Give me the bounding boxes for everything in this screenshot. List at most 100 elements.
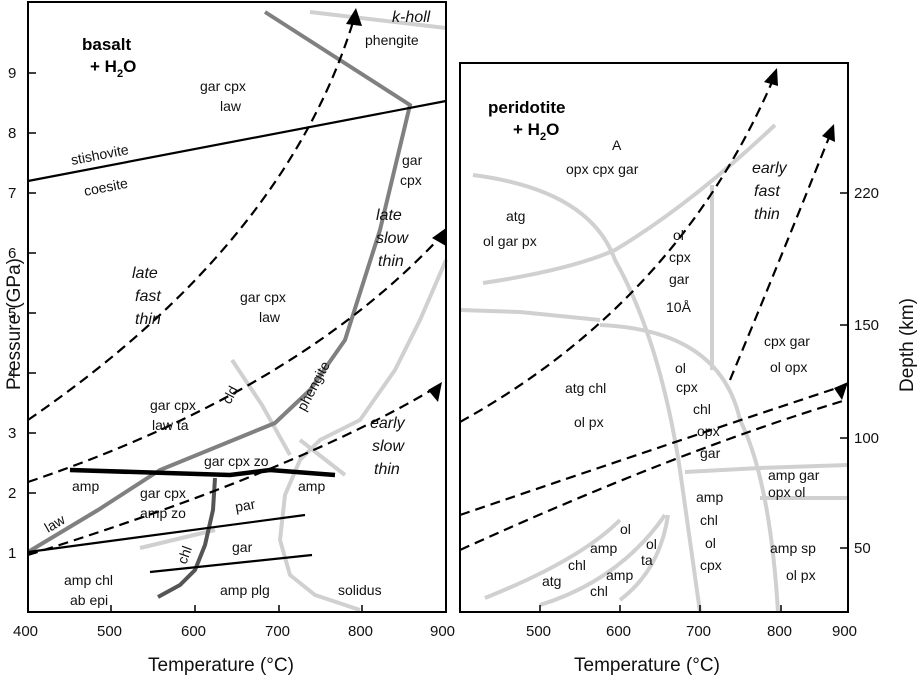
arrowhead-early-fast-2: [822, 124, 835, 142]
early-fast-thin-path: [459, 74, 777, 423]
pressure-tick-label: 7: [8, 185, 16, 202]
lawsonite-boundary: [26, 10, 413, 554]
late-slow-thin-label: late: [376, 207, 402, 224]
opx-ol-label: opx ol: [768, 484, 805, 500]
amp-chl-ab-epi-label: amp chl: [64, 572, 113, 588]
ol-cpx-gar-10A-label: ol: [673, 227, 684, 243]
depth-axis-title: Depth (km): [897, 298, 918, 392]
temperature-tick-label: 800: [767, 623, 792, 640]
ol-opx-label: ol opx: [770, 359, 807, 375]
amp-chl-ol-cpx-label: cpx: [700, 557, 722, 573]
gar-cpx-amp-zo-label: amp zo: [140, 505, 186, 521]
atg-chl-label: atg chl: [565, 380, 606, 396]
label-text: O: [546, 120, 559, 139]
garnet-in-boundary-upper: [27, 513, 306, 554]
late-slow-thin-label: thin: [378, 253, 404, 270]
pressure-tick-label: 8: [8, 125, 16, 142]
arrowhead-early-slow: [428, 382, 442, 402]
early-fast-thin-label: fast: [754, 183, 780, 200]
amp-boundary-right: [298, 438, 347, 477]
temperature-tick-label: 400: [13, 623, 38, 640]
chl-small2-label: chl: [590, 583, 608, 599]
gar-cpx-amp-zo-label: gar cpx: [140, 485, 186, 501]
ol-small-label: ol: [620, 521, 631, 537]
early-fast-thin-label: early: [752, 160, 788, 177]
early-slow-thin-label: slow: [372, 438, 405, 455]
late-fast-thin-label: fast: [135, 288, 161, 305]
ol-cpx-gar-10A-label: 10Å: [666, 299, 692, 315]
early-slow-thin-label: early: [370, 415, 406, 432]
temperature-tick-label: 600: [181, 623, 206, 640]
atg-small-label: atg: [542, 573, 561, 589]
ol-px-low-label: ol px: [786, 567, 816, 583]
basalt-title: basalt: [82, 35, 131, 54]
peridotite-title: peridotite: [488, 98, 565, 117]
temperature-ticks-right: 500 600 700 800 900: [526, 605, 857, 640]
gar-cpx-law-ta-label: law ta: [152, 417, 189, 433]
chlorite-boundary: [157, 477, 217, 599]
temperature-tick-label: 600: [606, 623, 631, 640]
par-label: par: [234, 496, 257, 515]
solidus-label: solidus: [338, 582, 382, 598]
pressure-tick-label: 6: [8, 245, 16, 262]
amp-chl-boundary-low-1: [484, 518, 622, 600]
cld-label: cld: [219, 383, 242, 406]
temperature-tick-label: 500: [97, 623, 122, 640]
amphibole-out-boundary: [69, 467, 336, 478]
phengite-field-boundary-top: [309, 10, 447, 30]
arrowhead-early-slow-right: [834, 382, 848, 400]
amp-left-label: amp: [72, 478, 99, 494]
label-text: + H: [513, 120, 540, 139]
ol-cpx-gar-10A-label: cpx: [669, 249, 691, 265]
chl-small-label: chl: [568, 557, 586, 573]
pressure-tick-label: 4: [8, 365, 16, 382]
basalt-title-line2: + H2O: [90, 57, 136, 80]
ol-cpx-chl-label: chl: [693, 401, 711, 417]
temperature-ticks-left: 400 500 600 700 800 900: [13, 605, 455, 640]
ol-cpx-chl-label: gar: [700, 445, 721, 461]
early-slow-thin-label: thin: [374, 461, 400, 478]
10A-phase-boundary-left: [459, 308, 601, 322]
pressure-tick-label: 5: [8, 305, 16, 322]
label-text: + H: [90, 57, 117, 76]
amp-chl-ol-cpx-label: ol: [705, 535, 716, 551]
amp-chl-boundary-low-2: [539, 513, 667, 607]
gar-low-label: gar: [232, 539, 253, 555]
amp-right-label: amp: [298, 478, 325, 494]
basalt-panel: 1 2 3 4 5 6 7 8 9 400 500 600 700 800 90…: [4, 1, 455, 676]
peridotite-panel: 500 600 700 800 900 50 100 150 220 Tempe…: [459, 62, 918, 676]
gar-cpx-right-label: gar: [402, 152, 423, 168]
late-slow-thin-label: slow: [376, 230, 409, 247]
A-label: A: [612, 137, 622, 153]
late-slow-thin-path: [27, 231, 446, 484]
early-fast-thin-path-2: [728, 129, 834, 381]
gar-cpx-law-top-label: law: [220, 98, 242, 114]
y-axis-title: Pressure (GPa): [4, 258, 25, 390]
ol-ta-label: ta: [641, 552, 653, 568]
gar-cpx-law-mid-label: law: [259, 309, 281, 325]
10A-phase-boundary-upper: [482, 123, 777, 285]
phengite-mid-label: phengite: [294, 358, 333, 413]
amp-chl-ol-cpx-label: chl: [700, 512, 718, 528]
arrowhead-late-fast: [346, 8, 362, 26]
late-fast-thin-label: thin: [135, 311, 161, 328]
temperature-tick-label: 800: [348, 623, 373, 640]
peridotite-title-line2: + H2O: [513, 120, 559, 143]
label-text: 2: [117, 68, 123, 80]
ol-cpx-gar-10A-label: gar: [669, 271, 690, 287]
temperature-tick-label: 700: [686, 623, 711, 640]
ol-cpx-chl-label: cpx: [676, 379, 698, 395]
chl-label: chl: [174, 544, 195, 566]
late-fast-thin-label: late: [132, 265, 158, 282]
pressure-tick-label: 1: [8, 545, 16, 562]
garnet-in-boundary-lower: [149, 553, 313, 574]
par-boundary: [139, 528, 216, 550]
early-slow-path: [459, 383, 847, 517]
depth-ticks: 50 100 150 220: [840, 185, 879, 557]
amp-chl-ab-epi-label: ab epi: [70, 592, 108, 608]
basalt-plot-frame: [27, 1, 447, 613]
amp-small-label: amp: [590, 540, 617, 556]
opx-cpx-gar-label: opx cpx gar: [566, 161, 639, 177]
right-x-axis-title: Temperature (°C): [574, 655, 720, 676]
gar-cpx-law-top-label: gar cpx: [200, 78, 246, 94]
